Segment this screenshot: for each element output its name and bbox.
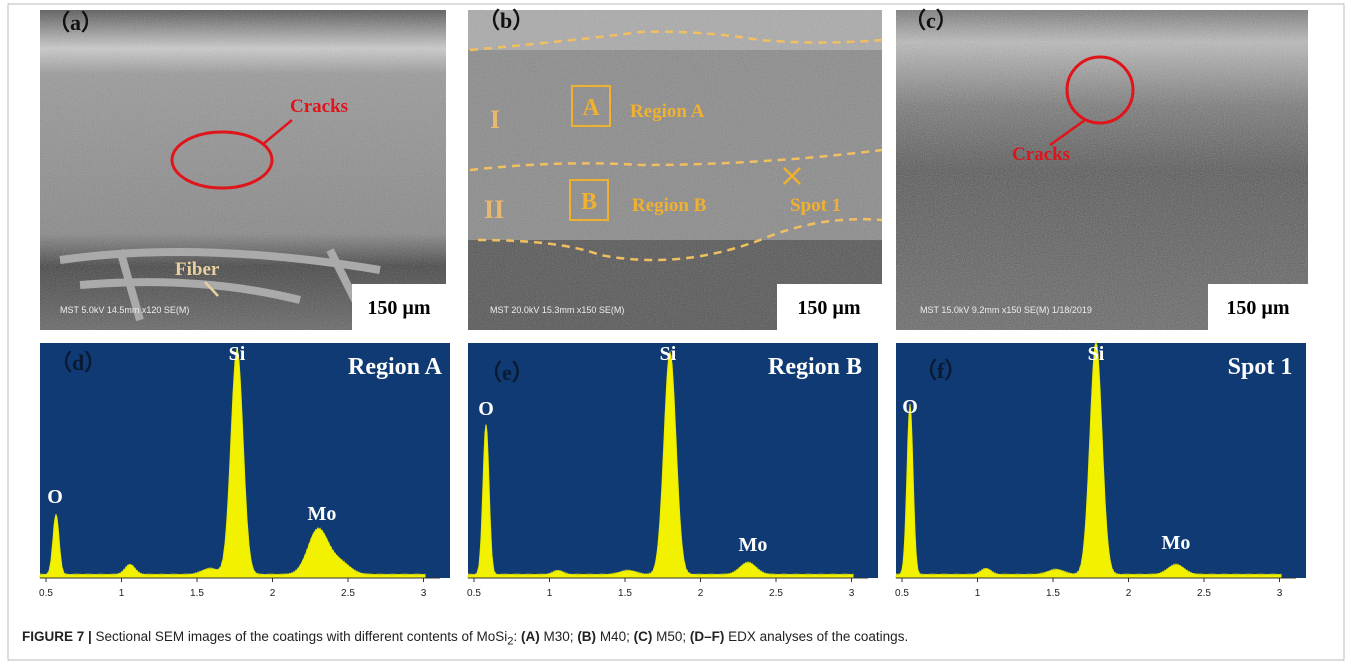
x-tick-label: 2: [1126, 588, 1132, 599]
sem-info: MST 15.0kV 9.2mm x150 SE(M) 1/18/2019: [920, 305, 1092, 315]
edx-title: Region B: [768, 354, 862, 380]
caption-text: M40;: [596, 629, 634, 644]
caption-text: (A): [521, 629, 540, 644]
annotation: Cracks: [1012, 144, 1070, 165]
x-tick-label: 3: [421, 588, 427, 599]
figure: （a） Cracks Fiber MST 5.0kV 14.5mm x120 S…: [0, 0, 1352, 671]
x-tick-label: 0.5: [895, 588, 909, 599]
peak-label: Si: [660, 343, 677, 365]
panel-label: （c）: [904, 8, 958, 33]
peak-label: O: [47, 486, 63, 508]
sem-info: MST 5.0kV 14.5mm x120 SE(M): [60, 305, 189, 315]
annotation: A: [582, 95, 600, 121]
peak-label: Si: [1088, 343, 1105, 365]
caption-text: (D–F): [690, 629, 725, 644]
annotation: Spot 1: [790, 195, 841, 216]
edx-title: Region A: [348, 354, 443, 380]
sem-panel-a: （a） Cracks Fiber MST 5.0kV 14.5mm x120 S…: [40, 10, 446, 330]
x-tick-label: 2: [698, 588, 704, 599]
annotation: Region A: [630, 101, 705, 122]
scale-bar: 150 µm: [1226, 297, 1290, 319]
figure-number: FIGURE 7 |: [22, 629, 92, 644]
x-tick-label: 1.5: [618, 588, 632, 599]
peak-label: O: [902, 396, 918, 418]
caption-text: :: [514, 629, 522, 644]
panel-label: （b）: [478, 8, 534, 33]
peak-label: Mo: [739, 534, 768, 556]
caption: FIGURE 7 | Sectional SEM images of the c…: [22, 629, 908, 648]
peak-label: Mo: [1162, 532, 1191, 554]
peak-label: Si: [229, 343, 246, 365]
x-tick-label: 0.5: [39, 588, 53, 599]
annotation: Region B: [632, 195, 707, 216]
x-tick-label: 3: [849, 588, 855, 599]
annotation: B: [581, 189, 597, 215]
edx-panels: 0.5 1 1.5 2 2.5 3 O Si Mo Region A （d） 0.5 1 1.5 2 2.5 3…: [39, 343, 1306, 599]
panel-label: （e）: [480, 360, 534, 385]
annotation: II: [484, 195, 504, 224]
page: （a） Cracks Fiber MST 5.0kV 14.5mm x120 S…: [0, 0, 1352, 671]
peak-label: Mo: [308, 503, 337, 525]
caption-text: (C): [634, 629, 653, 644]
panel-label: （a）: [48, 10, 103, 35]
caption-text: M50;: [652, 629, 690, 644]
x-tick-label: 3: [1277, 588, 1283, 599]
x-tick-label: 2.5: [341, 588, 355, 599]
peak-label: O: [478, 398, 494, 420]
x-tick-label: 2.5: [769, 588, 783, 599]
caption-text: EDX analyses of the coatings.: [724, 629, 908, 644]
x-tick-label: 1.5: [1046, 588, 1060, 599]
x-tick-label: 1.5: [190, 588, 204, 599]
sem-texture: [468, 10, 882, 330]
x-tick-label: 2.5: [1197, 588, 1211, 599]
panel-label: （f）: [915, 358, 966, 383]
x-tick-label: 1: [119, 588, 125, 599]
x-tick-label: 0.5: [467, 588, 481, 599]
x-tick-label: 2: [270, 588, 276, 599]
x-tick-label: 1: [547, 588, 553, 599]
scale-bar: 150 µm: [367, 297, 431, 319]
sem-info: MST 20.0kV 15.3mm x150 SE(M): [490, 305, 624, 315]
panel-label: （d）: [50, 350, 106, 375]
annotation: Fiber: [175, 259, 220, 280]
sem-panel-b: （b） I A Region A II B Region B Spot 1 MS…: [468, 8, 882, 330]
caption-text: Sectional SEM images of the coatings wit…: [92, 629, 507, 644]
sem-panel-c: （c） Cracks MST 15.0kV 9.2mm x150 SE(M) 1…: [896, 8, 1308, 330]
caption-text: M30;: [540, 629, 578, 644]
scale-bar: 150 µm: [797, 297, 861, 319]
caption-text: (B): [577, 629, 596, 644]
edx-title: Spot 1: [1228, 354, 1293, 380]
x-tick-label: 1: [975, 588, 981, 599]
annotation: I: [490, 105, 500, 134]
annotation: Cracks: [290, 96, 348, 117]
